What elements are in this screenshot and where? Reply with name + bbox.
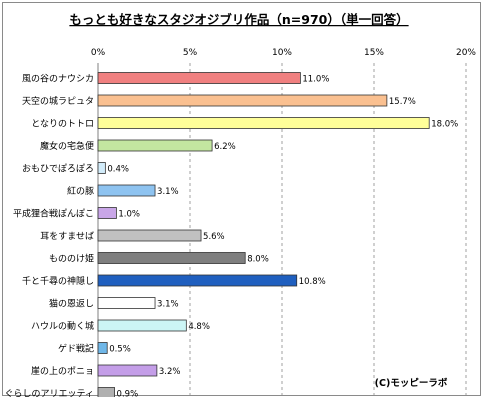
value-label: 4.8% bbox=[188, 322, 210, 332]
value-label: 3.1% bbox=[157, 187, 179, 197]
value-label: 5.6% bbox=[203, 232, 225, 242]
bars bbox=[97, 72, 430, 397]
chart-credit: (C)モッピーラボ bbox=[375, 377, 448, 389]
chart-title: もっとも好きなスタジオジブリ作品（n=970）（単一回答） bbox=[69, 12, 408, 27]
category-label: 耳をすませば bbox=[40, 231, 94, 242]
x-axis-ticks: 0% 5% 10% 15% 20% bbox=[91, 48, 477, 58]
bar bbox=[97, 274, 298, 287]
category-label: 平成狸合戦ぽんぽこ bbox=[13, 208, 94, 220]
category-label: 紅の豚 bbox=[67, 186, 94, 197]
category-label: ハウルの動く城 bbox=[31, 321, 94, 332]
value-label: 15.7% bbox=[389, 97, 416, 107]
value-label: 6.2% bbox=[214, 142, 236, 152]
bar bbox=[97, 342, 108, 354]
bar bbox=[97, 94, 388, 107]
bar bbox=[97, 229, 202, 242]
value-label: 0.5% bbox=[109, 345, 131, 355]
category-label: 崖の上のポニョ bbox=[31, 366, 94, 377]
value-label: 1.0% bbox=[118, 210, 140, 220]
value-label: 11.0% bbox=[302, 75, 329, 85]
category-label: 猫の恩返し bbox=[49, 298, 94, 310]
value-label: 0.4% bbox=[107, 165, 129, 175]
bar bbox=[97, 364, 158, 377]
bar bbox=[97, 162, 106, 174]
x-tick-label: 15% bbox=[364, 48, 384, 58]
bar bbox=[97, 207, 117, 219]
value-label: 8.0% bbox=[247, 255, 269, 265]
bar bbox=[97, 252, 246, 264]
category-label: となりのトトロ bbox=[31, 119, 94, 130]
grid-lines bbox=[97, 63, 467, 395]
x-tick-label: 20% bbox=[456, 48, 476, 58]
value-label: 3.1% bbox=[157, 300, 179, 310]
bar bbox=[97, 117, 430, 129]
bar bbox=[97, 297, 156, 309]
bar bbox=[97, 319, 187, 332]
value-label: 0.9% bbox=[117, 390, 139, 398]
category-label: 天空の城ラピュタ bbox=[22, 95, 94, 107]
x-tick-label: 0% bbox=[91, 48, 106, 58]
category-label: もののけ姫 bbox=[49, 253, 94, 265]
category-label: ゲド戦記 bbox=[58, 343, 94, 355]
x-tick-label: 5% bbox=[183, 48, 198, 58]
value-label: 18.0% bbox=[431, 120, 458, 130]
bar-chart: もっとも好きなスタジオジブリ作品（n=970）（単一回答） 0% 5% 10% 15%… bbox=[3, 12, 477, 398]
category-labels: 風の谷のナウシカ天空の城ラピュタとなりのトトロ魔女の宅急便おもひでぽろぽろ紅の豚… bbox=[3, 74, 94, 398]
value-label: 3.2% bbox=[159, 367, 181, 377]
value-label: 10.8% bbox=[299, 277, 326, 287]
category-label: 風の谷のナウシカ bbox=[22, 74, 94, 85]
category-label: おもひでぽろぽろ bbox=[22, 164, 94, 175]
bar bbox=[97, 184, 156, 197]
category-label: 借りぐらしのアリエッティ bbox=[3, 388, 94, 398]
category-label: 魔女の宅急便 bbox=[40, 140, 94, 152]
bar bbox=[97, 72, 301, 84]
value-labels: 11.0% 15.7% 18.0% 6.2% 0.4% 3.1% 1.0% 5.6% 8.0% 1… bbox=[107, 75, 458, 398]
x-tick-label: 10% bbox=[272, 48, 292, 58]
chart-frame: もっとも好きなスタジオジブリ作品（n=970）（単一回答） 0% 5% 10% 15%… bbox=[2, 2, 481, 398]
bar bbox=[97, 139, 213, 152]
bar bbox=[97, 387, 115, 397]
category-label: 千と千尋の神隠し bbox=[22, 275, 94, 287]
